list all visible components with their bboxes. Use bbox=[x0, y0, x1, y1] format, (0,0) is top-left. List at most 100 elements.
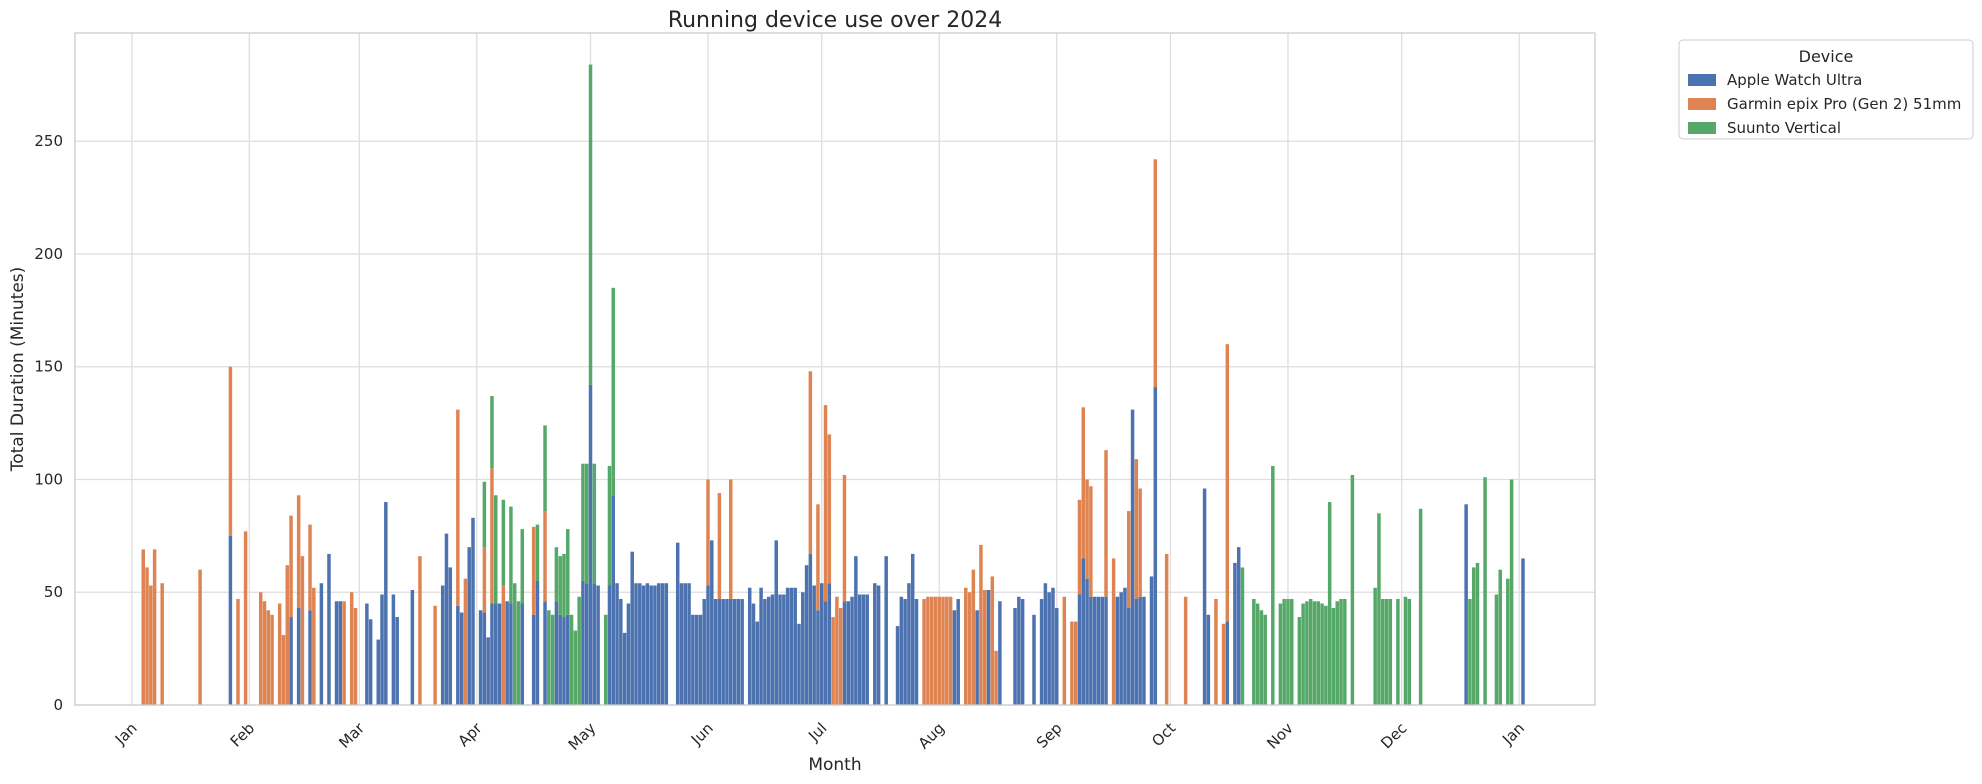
bar bbox=[653, 585, 657, 705]
bar bbox=[649, 585, 653, 705]
bar bbox=[801, 592, 805, 705]
bar bbox=[664, 583, 669, 705]
bar bbox=[1081, 558, 1086, 705]
bar bbox=[982, 589, 987, 705]
bar bbox=[1320, 603, 1324, 705]
bar bbox=[641, 585, 646, 705]
bar bbox=[710, 540, 714, 705]
bar bbox=[228, 535, 233, 705]
bar bbox=[577, 596, 581, 705]
bar bbox=[819, 583, 824, 705]
bar bbox=[566, 529, 570, 615]
bar bbox=[1127, 608, 1131, 705]
bar bbox=[975, 610, 979, 705]
y-tick-label: 50 bbox=[44, 583, 63, 601]
bar bbox=[1282, 599, 1286, 705]
bar bbox=[1263, 614, 1267, 705]
bar bbox=[478, 610, 483, 705]
bar bbox=[312, 587, 316, 705]
bar bbox=[1271, 465, 1275, 705]
bar bbox=[998, 601, 1002, 705]
bar bbox=[926, 596, 930, 705]
bar bbox=[1092, 596, 1097, 705]
bar bbox=[1096, 596, 1101, 705]
bar bbox=[808, 371, 813, 554]
bar bbox=[562, 553, 566, 618]
bar bbox=[1153, 387, 1158, 705]
bar bbox=[1100, 596, 1104, 705]
bar bbox=[1081, 407, 1086, 559]
bar bbox=[1123, 587, 1127, 705]
bar bbox=[509, 506, 513, 604]
bar bbox=[262, 601, 267, 705]
bar bbox=[410, 589, 415, 705]
bar bbox=[1521, 558, 1525, 705]
bar bbox=[694, 614, 699, 705]
bar bbox=[456, 605, 460, 705]
bar bbox=[384, 502, 388, 705]
bar bbox=[994, 650, 998, 705]
bar bbox=[281, 635, 286, 705]
bar bbox=[827, 434, 832, 584]
bar bbox=[952, 610, 957, 705]
bar bbox=[1043, 583, 1048, 705]
bar bbox=[785, 587, 790, 705]
bar bbox=[535, 524, 540, 581]
bar bbox=[770, 594, 775, 705]
bar bbox=[895, 626, 900, 705]
bar bbox=[717, 493, 722, 600]
bar bbox=[747, 587, 752, 705]
bar bbox=[152, 549, 157, 705]
bar bbox=[657, 583, 661, 705]
bar bbox=[1278, 603, 1283, 705]
bar bbox=[1312, 601, 1317, 705]
bar bbox=[1089, 486, 1093, 597]
bar bbox=[584, 463, 589, 584]
bar bbox=[759, 587, 763, 705]
bar bbox=[1377, 513, 1381, 705]
bars-layer bbox=[141, 64, 1525, 705]
bar bbox=[308, 610, 312, 705]
bar bbox=[266, 610, 271, 705]
bar bbox=[766, 596, 771, 705]
bar bbox=[584, 583, 589, 705]
bar bbox=[440, 585, 445, 705]
bar bbox=[380, 594, 384, 705]
bar bbox=[838, 608, 843, 705]
bar bbox=[729, 599, 733, 705]
bar bbox=[899, 596, 904, 705]
bar bbox=[683, 583, 688, 705]
bar bbox=[1104, 450, 1108, 597]
bar bbox=[607, 465, 612, 586]
bar bbox=[543, 425, 547, 512]
bar bbox=[1127, 511, 1131, 609]
bar bbox=[876, 585, 881, 705]
legend-label: Suunto Vertical bbox=[1727, 119, 1841, 137]
bar bbox=[607, 585, 612, 705]
bar bbox=[1085, 479, 1089, 579]
y-axis-ticks: 0 50 100 150 200 250 bbox=[34, 132, 63, 714]
bar bbox=[531, 526, 536, 615]
bar bbox=[857, 594, 862, 705]
bar bbox=[717, 599, 722, 705]
bar bbox=[1039, 599, 1044, 705]
bar bbox=[368, 619, 373, 705]
bar bbox=[1032, 614, 1036, 705]
chart-title: Running device use over 2024 bbox=[668, 8, 1002, 33]
bar bbox=[1111, 558, 1116, 705]
bar bbox=[1233, 562, 1237, 705]
bar bbox=[622, 632, 627, 705]
bar bbox=[763, 599, 767, 705]
bar bbox=[884, 556, 888, 705]
bar bbox=[467, 547, 471, 705]
bar bbox=[1464, 504, 1468, 705]
legend-swatch bbox=[1688, 122, 1716, 134]
bar bbox=[558, 556, 562, 615]
bar bbox=[789, 587, 794, 705]
bar bbox=[823, 601, 828, 705]
bar bbox=[929, 596, 934, 705]
bar bbox=[706, 585, 710, 705]
bar bbox=[1418, 508, 1423, 705]
bar bbox=[615, 583, 619, 705]
bar bbox=[505, 601, 509, 705]
